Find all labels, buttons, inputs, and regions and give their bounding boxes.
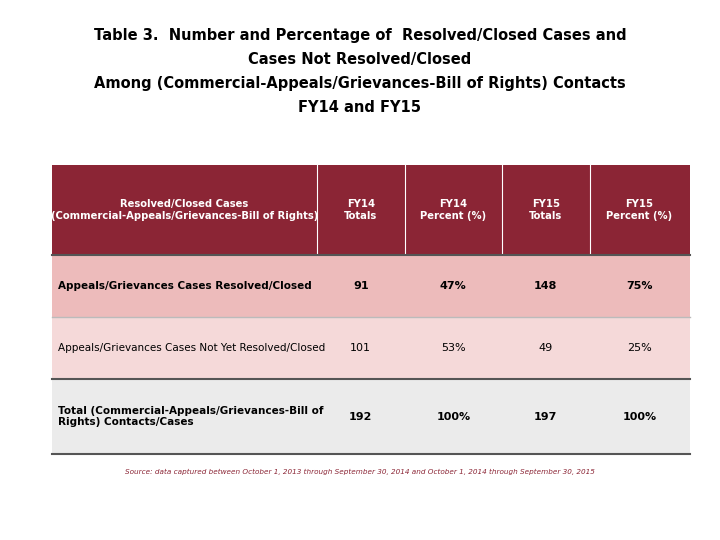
Text: 192: 192 <box>349 411 372 422</box>
Text: Resolved/Closed Cases
(Commercial-Appeals/Grievances-Bill of Rights): Resolved/Closed Cases (Commercial-Appeal… <box>50 199 318 221</box>
Text: 100%: 100% <box>436 411 470 422</box>
Text: FY15
Percent (%): FY15 Percent (%) <box>606 199 672 221</box>
Text: 53%: 53% <box>441 343 466 353</box>
Text: 91: 91 <box>353 281 369 291</box>
Text: Appeals/Grievances Cases Not Yet Resolved/Closed: Appeals/Grievances Cases Not Yet Resolve… <box>58 343 325 353</box>
Text: FY14 and FY15: FY14 and FY15 <box>299 100 421 115</box>
Text: 197: 197 <box>534 411 557 422</box>
Text: Source: data captured between October 1, 2013 through September 30, 2014 and Oct: Source: data captured between October 1,… <box>125 469 595 475</box>
Bar <box>52 165 690 255</box>
Text: Appeals/Grievances Cases Resolved/Closed: Appeals/Grievances Cases Resolved/Closed <box>58 281 312 291</box>
Text: FY14
Totals: FY14 Totals <box>344 199 377 221</box>
Text: Cases Not Resolved/Closed: Cases Not Resolved/Closed <box>248 52 472 67</box>
Bar <box>52 379 690 454</box>
Text: 100%: 100% <box>622 411 657 422</box>
Text: 148: 148 <box>534 281 557 291</box>
Text: Among (Commercial-Appeals/Grievances-Bill of Rights) Contacts: Among (Commercial-Appeals/Grievances-Bil… <box>94 76 626 91</box>
Text: FY14
Percent (%): FY14 Percent (%) <box>420 199 487 221</box>
Text: 47%: 47% <box>440 281 467 291</box>
Text: FY15
Totals: FY15 Totals <box>529 199 562 221</box>
Text: 101: 101 <box>351 343 372 353</box>
Text: Total (Commercial-Appeals/Grievances-Bill of
Rights) Contacts/Cases: Total (Commercial-Appeals/Grievances-Bil… <box>58 406 323 427</box>
Text: 49: 49 <box>539 343 553 353</box>
Text: 25%: 25% <box>627 343 652 353</box>
Bar <box>52 317 690 379</box>
Text: 75%: 75% <box>626 281 652 291</box>
Bar <box>52 255 690 317</box>
Text: Table 3.  Number and Percentage of  Resolved/Closed Cases and: Table 3. Number and Percentage of Resolv… <box>94 28 626 43</box>
